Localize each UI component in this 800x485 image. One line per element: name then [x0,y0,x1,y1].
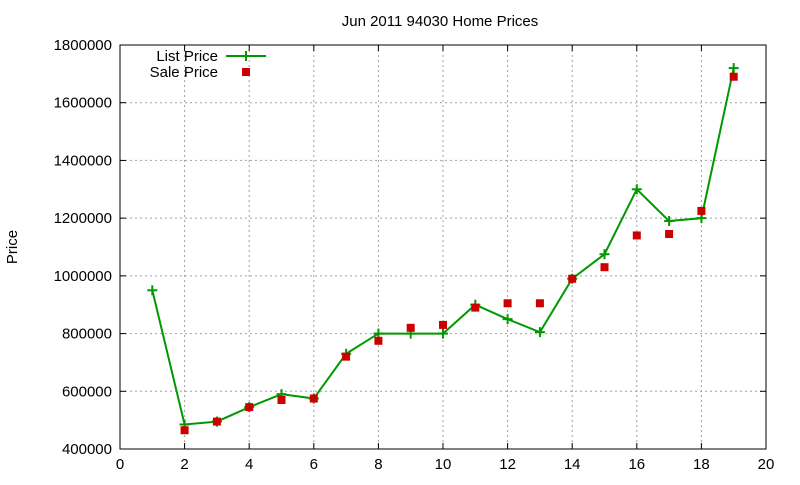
list-price-point [664,216,675,227]
sale-price-point [665,230,674,239]
tick-labels: 0 2 4 6 8 10 12 14 16 18 20 400000 600000 800000 10000… [54,37,775,473]
x-tick-label: 4 [245,456,253,473]
x-tick-label: 2 [180,456,188,473]
legend-label: List Price [156,48,218,65]
sale-price-point [568,274,577,283]
sale-price-point [374,336,383,345]
x-tick-label: 10 [435,456,452,473]
sale-price-point [439,320,447,329]
sale-price-point [309,394,318,403]
sale-price-point [632,231,641,240]
legend-entry-1: Sale Price [150,64,250,81]
y-tick-label: 1800000 [54,37,112,54]
y-tick-label: 600000 [62,383,112,400]
list-price-point [534,327,545,338]
x-tick-label: 14 [564,456,581,473]
sale-price-point [600,263,609,272]
y-tick-label: 1400000 [54,152,112,169]
x-tick-label: 12 [499,456,516,473]
x-tick-label: 18 [693,456,710,473]
legend-plus-marker [241,51,251,61]
legend-square-marker [242,68,250,76]
legend-entry-0: List Price [156,48,266,65]
series-layer [147,63,739,435]
x-tick-label: 0 [116,456,124,473]
list-price-point [728,63,739,74]
x-tick-label: 16 [628,456,645,473]
list-price-point [147,285,158,296]
chart-title: Jun 2011 94030 Home Prices [342,13,539,30]
list-price-point [438,328,448,339]
sale-price-point [503,299,512,308]
series-1 [180,72,738,435]
y-axis-label: Price [4,230,21,264]
y-tick-label: 1000000 [54,268,112,285]
plot-frame [119,44,767,450]
sale-price-point [212,417,221,426]
sale-price-point [180,426,189,435]
sale-price-point [245,403,254,412]
sale-price-point [277,395,286,404]
sale-price-point [471,303,480,312]
legend-label: Sale Price [150,64,218,81]
list-price-point [502,314,513,325]
list-price-point [599,249,610,260]
y-tick-label: 800000 [62,326,112,343]
grid-lines [120,45,766,449]
sale-price-point [697,206,706,215]
sale-price-point [729,72,738,81]
list-price-point [631,184,642,195]
x-tick-label: 20 [758,456,775,473]
sale-price-point [406,323,415,332]
x-tick-label: 8 [374,456,382,473]
y-tick-label: 400000 [62,441,112,458]
sale-price-point [535,299,544,308]
y-tick-label: 1600000 [54,95,112,112]
x-tick-label: 6 [310,456,318,473]
y-tick-label: 1200000 [54,210,112,227]
sale-price-point [342,352,351,361]
